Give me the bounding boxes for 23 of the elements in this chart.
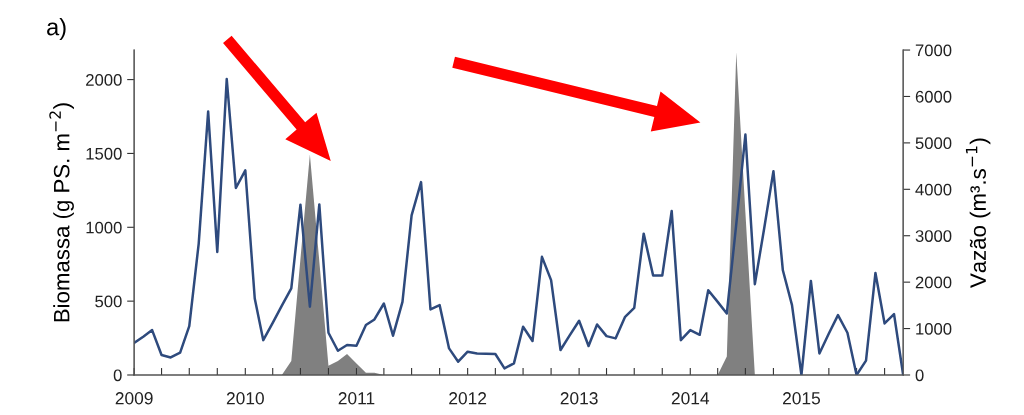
- y2-tick-label: 0: [915, 369, 924, 382]
- y-tick-label: 500: [95, 295, 122, 308]
- y2-tick-label: 4000: [915, 183, 952, 196]
- y-tick-label: 1000: [86, 221, 122, 234]
- y-tick-label: 2000: [86, 73, 122, 86]
- x-tick-label: 2009: [115, 392, 153, 405]
- y2-tick-label: 5000: [915, 137, 952, 150]
- chart-title: a): [47, 18, 66, 41]
- y2-tick-label: 1000: [916, 322, 952, 335]
- x-tick-label: 2014: [671, 392, 710, 405]
- x-tick-label: 2012: [449, 392, 487, 405]
- y-tick-label: 1500: [86, 147, 122, 160]
- y-axis-title: Biomassa (g PS. m$^{−2}$): [49, 103, 74, 322]
- y2-tick-label: 6000: [915, 90, 952, 103]
- x-tick-label: 2013: [560, 392, 598, 405]
- x-tick-label: 2011: [338, 392, 375, 405]
- y2-tick-label: 7000: [915, 44, 952, 57]
- y2-tick-label: 2000: [915, 276, 952, 289]
- y2-axis-title: Vazão (m³.s$^{−1}$): [965, 138, 991, 288]
- y-tick-label: 0: [113, 369, 122, 382]
- y2-tick-label: 3000: [915, 230, 952, 242]
- x-tick-label: 2010: [226, 392, 264, 405]
- x-tick-label: 2015: [783, 392, 821, 405]
